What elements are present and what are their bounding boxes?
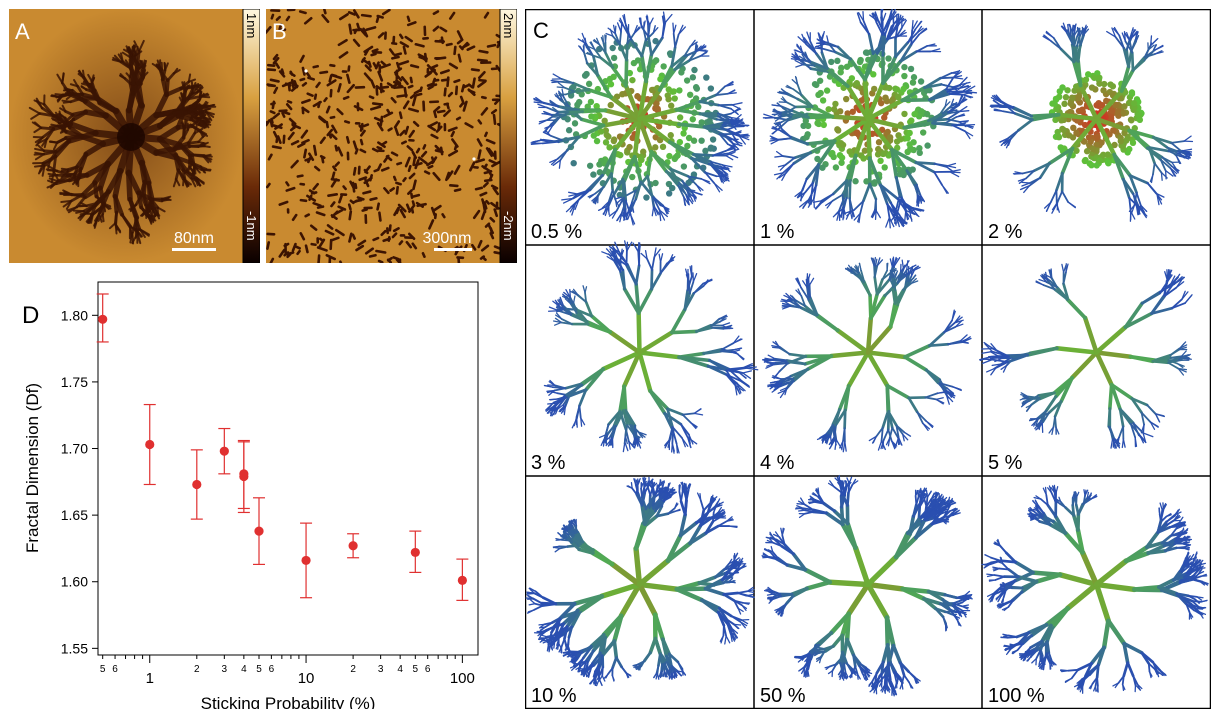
point-marker bbox=[349, 541, 358, 550]
data-point bbox=[218, 429, 230, 474]
cell-label: 50 % bbox=[760, 685, 806, 707]
data-point bbox=[409, 531, 421, 572]
colorbar-max-a: 1nm bbox=[244, 13, 259, 38]
data-point bbox=[300, 523, 312, 598]
cell-label: 10 % bbox=[531, 685, 577, 707]
panel-letter-b: B bbox=[272, 19, 287, 44]
y-axis-label: Fractal Dimension (Df) bbox=[23, 383, 42, 553]
x-tick-label: 1 bbox=[146, 670, 154, 687]
data-point bbox=[238, 441, 250, 509]
x-minor-tick-label: 3 bbox=[222, 664, 228, 675]
point-marker bbox=[192, 480, 201, 489]
scale-bar-b bbox=[434, 248, 472, 251]
cell-label: 4 % bbox=[760, 452, 795, 474]
point-marker bbox=[145, 440, 154, 449]
y-tick-label: 1.70 bbox=[61, 441, 88, 457]
x-minor-tick-label: 4 bbox=[241, 664, 247, 675]
data-point bbox=[144, 405, 156, 485]
point-marker bbox=[301, 556, 310, 565]
cell-label: 100 % bbox=[988, 685, 1045, 707]
y-tick-label: 1.65 bbox=[61, 507, 88, 523]
y-tick-label: 1.55 bbox=[61, 640, 88, 656]
point-marker bbox=[98, 315, 107, 324]
point-marker bbox=[220, 447, 229, 456]
y-tick-label: 1.80 bbox=[61, 307, 88, 323]
panel-letter-c: C bbox=[533, 18, 549, 43]
cell-label: 2 % bbox=[988, 221, 1023, 243]
point-marker bbox=[254, 527, 263, 536]
colorbar-min-b: -2nm bbox=[501, 211, 516, 241]
afm-image-b: B 300nm 2nm -2nm bbox=[266, 9, 517, 263]
point-marker bbox=[411, 548, 420, 557]
cell-label: 3 % bbox=[531, 452, 566, 474]
point-marker bbox=[239, 469, 248, 478]
data-point bbox=[253, 498, 265, 565]
x-tick-label: 100 bbox=[450, 670, 475, 687]
simulation-grid: 0.5 % 1 % 2 % 3 % 4 % 5 % 10 % 50 % 100 % C bbox=[525, 9, 1211, 709]
x-minor-tick-label: 6 bbox=[112, 664, 118, 675]
data-point bbox=[191, 450, 203, 519]
plot-frame bbox=[98, 282, 478, 655]
x-minor-tick-label: 6 bbox=[425, 664, 431, 675]
x-minor-tick-label: 3 bbox=[378, 664, 384, 675]
panel-letter-d: D bbox=[22, 302, 39, 329]
x-tick-label: 10 bbox=[298, 670, 315, 687]
panel-b: B 300nm 2nm -2nm bbox=[266, 9, 517, 263]
scale-bar-label-b: 300nm bbox=[423, 230, 472, 247]
afm-image-a: A 80nm 1nm -1nm bbox=[9, 9, 260, 263]
x-axis-label: Sticking Probability (%) bbox=[201, 694, 376, 709]
x-minor-tick-label: 4 bbox=[397, 664, 403, 675]
panel-a: A 80nm 1nm -1nm bbox=[9, 9, 260, 263]
y-tick-label: 1.60 bbox=[61, 574, 88, 590]
x-minor-tick-label: 2 bbox=[194, 664, 200, 675]
cell-label: 5 % bbox=[988, 452, 1023, 474]
panel-letter-a: A bbox=[15, 19, 30, 44]
panel-c: 0.5 % 1 % 2 % 3 % 4 % 5 % 10 % 50 % 100 % C bbox=[525, 9, 1211, 709]
x-minor-tick-label: 6 bbox=[269, 664, 275, 675]
colorbar-min-a: -1nm bbox=[244, 211, 259, 241]
x-minor-tick-label: 5 bbox=[413, 664, 419, 675]
x-minor-tick-label: 2 bbox=[350, 664, 356, 675]
point-marker bbox=[458, 576, 467, 585]
data-point bbox=[456, 559, 468, 600]
data-point bbox=[347, 534, 359, 558]
x-minor-tick-label: 5 bbox=[256, 664, 262, 675]
cell-label: 0.5 % bbox=[531, 221, 582, 243]
scale-bar-label-a: 80nm bbox=[174, 230, 214, 247]
cell-label: 1 % bbox=[760, 221, 795, 243]
x-minor-tick-label: 5 bbox=[100, 664, 106, 675]
colorbar-max-b: 2nm bbox=[501, 13, 516, 38]
scale-bar-a bbox=[172, 248, 216, 251]
y-tick-label: 1.75 bbox=[61, 374, 88, 390]
